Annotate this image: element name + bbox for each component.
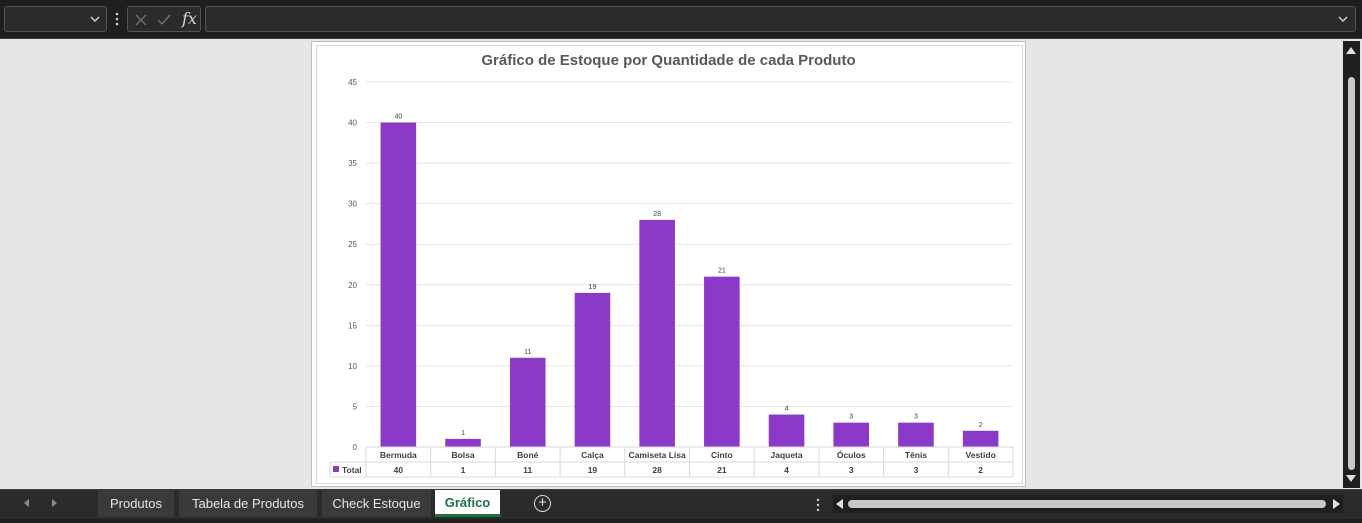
vertical-scrollbar[interactable] <box>1343 41 1360 488</box>
chart-area[interactable]: Gráfico de Estoque por Quantidade de cad… <box>311 41 1026 487</box>
chart-frame <box>316 45 1023 484</box>
y-tick-label: 0 <box>353 443 358 452</box>
tab-label: Gráfico <box>444 494 491 510</box>
data-label: 28 <box>653 211 661 218</box>
table-value: 4 <box>784 465 789 475</box>
chart-title: Gráfico de Estoque por Quantidade de cad… <box>481 52 856 69</box>
x-tick-label: Vestido <box>966 450 996 460</box>
y-tick-label: 30 <box>348 200 357 209</box>
next-sheet-icon[interactable] <box>52 499 57 507</box>
legend-label: Total <box>342 465 362 475</box>
x-tick-label: Camiseta Lisa <box>629 450 686 460</box>
tab-produtos[interactable]: Produtos <box>98 490 175 517</box>
table-value: 40 <box>394 465 404 475</box>
plus-circle-icon[interactable]: + <box>534 495 551 512</box>
table-value: 3 <box>849 465 854 475</box>
more-options-icon[interactable] <box>816 498 820 512</box>
horizontal-scroll-thumb[interactable] <box>848 500 1326 508</box>
table-value: 21 <box>717 465 727 475</box>
x-tick-label: Bermuda <box>380 450 417 460</box>
y-tick-label: 5 <box>353 402 358 411</box>
vertical-scroll-thumb[interactable] <box>1348 77 1355 470</box>
table-value: 11 <box>523 465 532 475</box>
previous-sheet-icon[interactable] <box>24 499 29 507</box>
data-label: 4 <box>785 406 789 413</box>
y-tick-label: 45 <box>348 78 357 87</box>
data-label: 19 <box>589 284 597 291</box>
y-tick-label: 20 <box>348 281 357 290</box>
bar[interactable] <box>898 422 934 447</box>
formula-buttons: fx <box>127 6 201 32</box>
formula-bar: fx <box>0 0 1362 39</box>
data-label: 2 <box>979 422 983 429</box>
formula-input[interactable] <box>205 6 1356 32</box>
close-icon[interactable] <box>133 12 149 28</box>
scroll-right-icon[interactable] <box>1333 499 1340 509</box>
x-tick-label: Bolsa <box>451 450 474 460</box>
data-label: 21 <box>718 268 726 275</box>
x-tick-label: Calça <box>581 450 604 460</box>
chevron-down-icon[interactable] <box>88 12 102 26</box>
table-value: 19 <box>588 465 598 475</box>
table-value: 28 <box>652 465 662 475</box>
tab-label: Check Estoque <box>332 496 421 511</box>
tab-check-estoque[interactable]: Check Estoque <box>322 490 432 517</box>
data-label: 11 <box>524 349 531 356</box>
check-icon[interactable] <box>156 12 172 28</box>
table-value: 2 <box>978 465 983 475</box>
legend-swatch <box>333 466 339 472</box>
status-bar <box>0 519 1362 523</box>
scroll-up-icon[interactable] <box>1346 47 1356 54</box>
tab-label: Tabela de Produtos <box>191 496 305 511</box>
tab-label: Produtos <box>109 496 163 511</box>
x-tick-label: Tênis <box>905 450 927 460</box>
bar[interactable] <box>445 438 481 447</box>
table-value: 3 <box>914 465 919 475</box>
sheet-tabs-bar: Produtos Tabela de Produtos Check Estoqu… <box>0 489 1362 519</box>
insert-function-icon[interactable]: fx <box>182 9 197 28</box>
bar[interactable] <box>380 122 417 448</box>
scroll-left-icon[interactable] <box>836 499 843 509</box>
scroll-down-icon[interactable] <box>1346 475 1356 482</box>
y-tick-label: 35 <box>348 159 357 168</box>
tab-tabela-de-produtos[interactable]: Tabela de Produtos <box>179 490 318 517</box>
horizontal-scrollbar[interactable] <box>833 495 1343 513</box>
bar[interactable] <box>833 422 870 447</box>
bar[interactable] <box>962 430 999 447</box>
y-tick-label: 40 <box>348 119 357 128</box>
data-label: 3 <box>849 414 853 421</box>
bar[interactable] <box>509 357 546 447</box>
x-tick-label: Jaqueta <box>770 450 802 460</box>
data-label: 3 <box>914 414 918 421</box>
x-tick-label: Cinto <box>711 450 733 460</box>
y-tick-label: 15 <box>348 321 357 330</box>
bar[interactable] <box>704 276 740 447</box>
x-tick-label: Óculos <box>837 449 866 460</box>
bar[interactable] <box>639 219 675 447</box>
data-label: 1 <box>461 430 465 437</box>
more-options-icon[interactable] <box>113 10 121 28</box>
name-box[interactable] <box>4 6 107 32</box>
tab-grafico[interactable]: Gráfico <box>435 490 501 517</box>
bar[interactable] <box>768 414 805 447</box>
data-label: 40 <box>394 114 402 121</box>
x-tick-label: Boné <box>517 450 539 460</box>
bar[interactable] <box>574 292 611 447</box>
y-tick-label: 10 <box>348 362 357 371</box>
y-tick-label: 25 <box>348 240 357 249</box>
table-value: 1 <box>461 465 466 475</box>
chevron-down-icon[interactable] <box>1336 12 1350 26</box>
